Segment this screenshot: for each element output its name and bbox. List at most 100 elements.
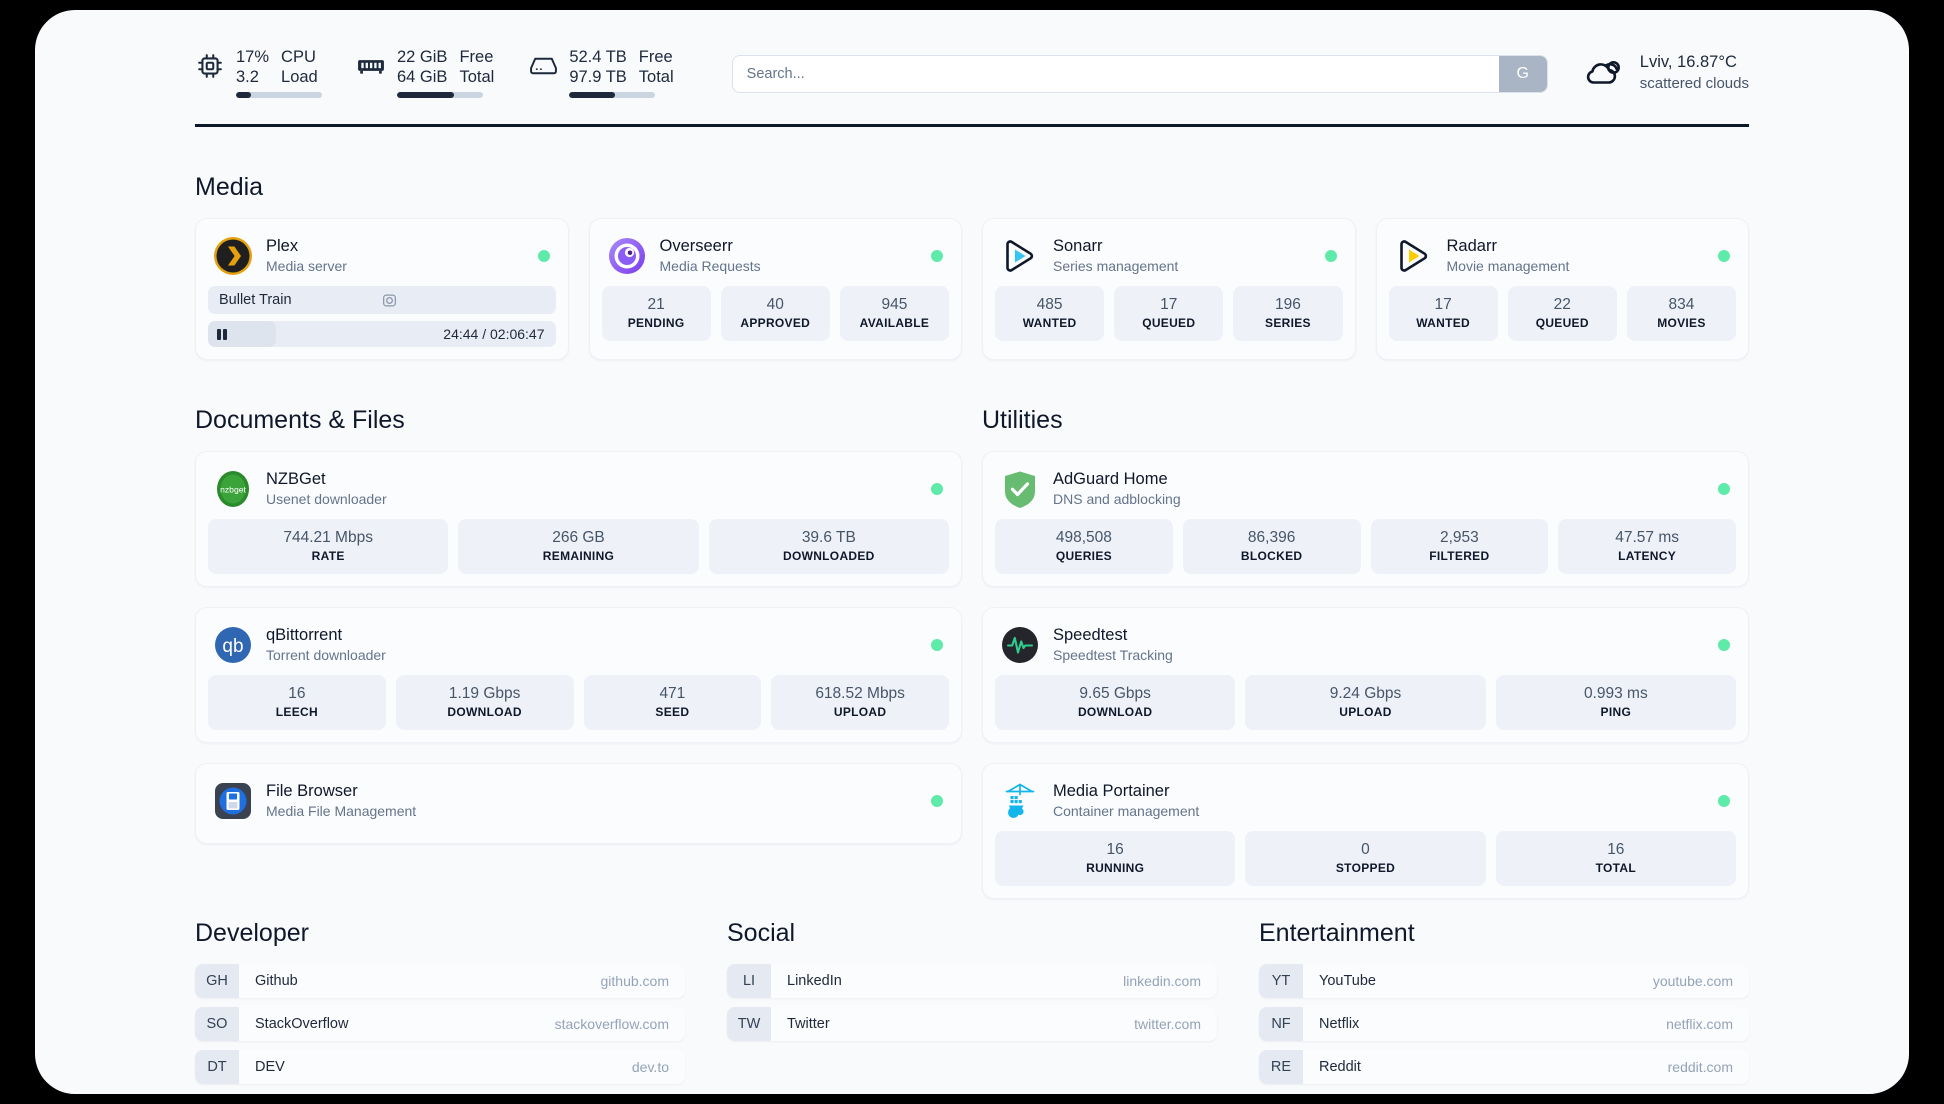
bookmark-group-entertainment: Entertainment YT YouTube youtube.com NF Netfl… (1259, 919, 1749, 1084)
stat-pill-label: RATE (311, 549, 345, 563)
service-card-file-browser[interactable]: File Browser Media File Management (195, 763, 962, 844)
bookmark-item-youtube[interactable]: YT YouTube youtube.com (1259, 964, 1749, 998)
stat-label-secondary: Total (459, 67, 495, 86)
search-input[interactable] (732, 56, 1499, 92)
bookmark-url: linkedin.com (1123, 973, 1201, 989)
stat-pill-download: 9.65 Gbps DOWNLOAD (995, 675, 1236, 730)
status-indicator-online (931, 250, 943, 262)
stat-pill-available: 945 AVAILABLE (839, 286, 950, 341)
service-card-plex[interactable]: Plex Media server Bullet Train 24:44 / 02:0… (195, 218, 569, 360)
stat-pill-filtered: 2,953 FILTERED (1370, 519, 1549, 574)
stat-pill-label: BLOCKED (1240, 549, 1303, 563)
service-card-adguard-home[interactable]: AdGuard Home DNS and adblocking 498,508 QUE… (982, 451, 1749, 587)
bookmark-item-github[interactable]: GH Github github.com (195, 964, 685, 998)
bookmark-item-netflix[interactable]: NF Netflix netflix.com (1259, 1007, 1749, 1041)
stat-label-secondary: Load (281, 67, 318, 86)
stat-pill-seed: 471 SEED (583, 675, 762, 730)
status-indicator-online (931, 639, 943, 651)
now-playing-title-bar: Bullet Train (208, 286, 556, 314)
stat-label-primary: CPU (281, 47, 316, 66)
bookmark-name: Netflix (1319, 1016, 1360, 1032)
stat-pill-queries: 498,508 QUERIES (995, 519, 1173, 574)
service-subtitle: Usenet downloader (266, 491, 387, 507)
bookmark-url: netflix.com (1666, 1016, 1733, 1032)
bookmark-abbreviation: GH (195, 964, 239, 998)
stat-pill-label: RUNNING (1086, 861, 1145, 875)
service-name: Sonarr (1053, 237, 1103, 255)
stat-pill-value: 86,396 (1247, 529, 1296, 546)
plex-icon (214, 237, 252, 275)
bookmark-list: LI LinkedIn linkedin.com TW Twitter twitter.c… (727, 964, 1217, 1041)
stat-pill-value: 834 (1668, 296, 1695, 313)
stat-pill-label: FILTERED (1429, 549, 1490, 563)
header-divider (195, 124, 1749, 127)
stat-usage-bar (397, 91, 483, 98)
stat-pill-value: 2,953 (1439, 529, 1479, 546)
filebrowser-icon (214, 782, 252, 820)
status-indicator-online (931, 483, 943, 495)
stat-pill-label: DOWNLOAD (1077, 705, 1153, 719)
cpu-icon (195, 51, 225, 81)
now-playing-progress-bar[interactable]: 24:44 / 02:06:47 (208, 321, 556, 347)
stat-pill-value: 196 (1274, 296, 1301, 313)
bookmark-url: stackoverflow.com (554, 1016, 669, 1032)
service-name: Plex (266, 237, 299, 255)
service-stats-row: 498,508 QUERIES 86,396 BLOCKED 2,953 FILTERED… (995, 519, 1736, 574)
stat-pill-label: LEECH (275, 705, 318, 719)
pause-icon[interactable] (208, 328, 236, 340)
stat-pill-label: REMAINING (542, 549, 615, 563)
bookmark-item-dev[interactable]: DT DEV dev.to (195, 1050, 685, 1084)
bookmark-abbreviation: NF (1259, 1007, 1303, 1041)
stat-pill-value: 16 (1607, 841, 1625, 858)
dashboard-content: Media Plex Media server Bullet Train 24:44 … (35, 173, 1909, 1084)
status-indicator-online (1324, 250, 1337, 262)
overseerr-icon (608, 237, 646, 275)
search-box[interactable]: G (731, 55, 1548, 93)
service-name: NZBGet (266, 470, 326, 488)
service-card-speedtest[interactable]: Speedtest Speedtest Tracking 9.65 Gbps DOWN… (982, 607, 1749, 743)
stat-pill-label: SERIES (1265, 316, 1311, 330)
stat-pill-value: 9.65 Gbps (1079, 685, 1151, 702)
nzbget-icon: nzbget (214, 470, 252, 508)
stat-pill-pending: 21 PENDING (601, 286, 711, 341)
stat-value-primary: 52.4 TB (569, 47, 627, 66)
stat-label-secondary: Total (638, 67, 674, 86)
bookmark-abbreviation: TW (727, 1007, 771, 1041)
status-indicator-online (537, 250, 550, 262)
weather-location-temp: Lviv, 16.87°C (1639, 53, 1737, 71)
search-submit-button[interactable]: G (1498, 56, 1547, 92)
bookmarks-grid: Developer GH Github github.com SO StackOverfl… (195, 919, 1749, 1084)
service-card-header: AdGuard Home DNS and adblocking (995, 464, 1736, 519)
bookmark-url: twitter.com (1134, 1016, 1201, 1032)
stat-pill-value: 1.19 Gbps (448, 685, 521, 702)
stat-pill-wanted: 17 WANTED (1388, 286, 1498, 341)
stat-value-primary: 17% (236, 47, 270, 66)
bookmark-item-twitter[interactable]: TW Twitter twitter.com (727, 1007, 1217, 1041)
stat-pill-blocked: 86,396 BLOCKED (1182, 519, 1361, 574)
service-card-sonarr[interactable]: Sonarr Series management 485 WANTED 17 QUEUED… (982, 218, 1356, 360)
service-card-radarr[interactable]: Radarr Movie management 17 WANTED 22 QUEUED 83… (1375, 218, 1749, 360)
service-stats-row: 744.21 Mbps RATE 266 GB REMAINING 39.6 TB DOW… (208, 519, 949, 574)
portainer-icon (1001, 782, 1039, 820)
search-area: G (731, 55, 1548, 93)
service-card-nzbget[interactable]: nzbget NZBGet Usenet downloader 744.21 Mbps… (195, 451, 962, 587)
bookmark-item-reddit[interactable]: RE Reddit reddit.com (1259, 1050, 1749, 1084)
service-name: File Browser (266, 782, 358, 800)
service-card-overseerr[interactable]: Overseerr Media Requests 21 PENDING 40 APPROV… (588, 218, 962, 360)
bookmark-item-stackoverflow[interactable]: SO StackOverflow stackoverflow.com (195, 1007, 685, 1041)
service-card-qbittorrent[interactable]: qb qBittorrent Torrent downloader 16 LEECH 1.… (195, 607, 962, 743)
bookmark-item-linkedin[interactable]: LI LinkedIn linkedin.com (727, 964, 1217, 998)
section-title-utilities: Utilities (982, 406, 1063, 434)
system-stat-cpu: 17% 3.2 CPU Load (195, 47, 322, 98)
services-two-column: nzbget NZBGet Usenet downloader 744.21 Mbps… (195, 451, 1749, 919)
stat-pill-total: 16 TOTAL (1495, 831, 1736, 886)
stat-label-primary: Free (638, 47, 673, 66)
system-stat-disk: 52.4 TB 97.9 TB Free Total (528, 47, 674, 98)
stat-pill-series: 196 SERIES (1233, 286, 1343, 341)
stat-pill-label: SEED (655, 705, 690, 719)
stat-value-primary: 22 GiB (397, 47, 448, 66)
bookmark-group-social: Social LI LinkedIn linkedin.com TW Twitter twi… (727, 919, 1217, 1084)
service-name: qBittorrent (266, 626, 343, 644)
service-card-media-portainer[interactable]: Media Portainer Container management 16 RUN… (982, 763, 1749, 899)
documents-column: nzbget NZBGet Usenet downloader 744.21 Mbps… (195, 451, 962, 864)
